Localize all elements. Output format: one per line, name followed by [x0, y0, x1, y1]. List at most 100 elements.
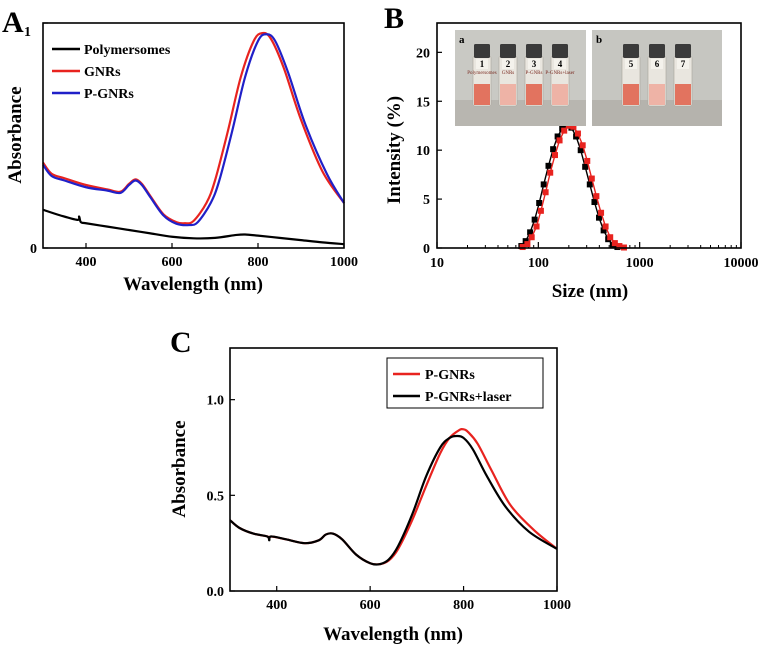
vial-number: 1	[480, 59, 485, 69]
panel-b-marker-sample-1	[586, 181, 593, 188]
panel-c-y-tick-label: 1.0	[207, 394, 225, 409]
panel-b-marker-sample-2	[524, 241, 531, 248]
panel-a-x-title: Wavelength (nm)	[123, 274, 263, 295]
vial-tag	[502, 59, 514, 69]
panel-a-x-tick-label: 400	[76, 255, 97, 270]
panel-b-y-tick-label: 10	[416, 144, 430, 159]
panel-c-x-tick-label: 600	[360, 598, 381, 613]
panel-a-series-p-gnrs	[42, 33, 345, 227]
panel-b-y-tick-label: 20	[416, 46, 430, 61]
panel-b-marker-sample-2	[607, 234, 614, 241]
panel-c-x-title: Wavelength (nm)	[323, 624, 463, 645]
panel-b-marker-sample-2	[574, 130, 581, 137]
panel-b-x-tick-label: 10	[430, 256, 444, 271]
panel-b-marker-sample-2	[598, 209, 605, 216]
panel-b-label: B	[384, 2, 404, 35]
vial-cap	[474, 44, 490, 58]
panel-b-marker-sample-1	[531, 216, 538, 223]
panel-a-x-tick-label: 1000	[330, 255, 358, 270]
panel-b-marker-sample-2	[551, 152, 558, 159]
panel-c-label: C	[170, 326, 192, 359]
panel-b-marker-sample-2	[533, 223, 540, 230]
panel-b-marker-sample-1	[550, 146, 557, 153]
panel-b-y-tick-label: 0	[423, 242, 430, 257]
vial-tag	[677, 59, 689, 69]
panel-b-marker-sample-1	[536, 200, 543, 206]
panel-b-marker-sample-2	[588, 175, 595, 182]
panel-b-y-tick-label: 15	[416, 95, 430, 110]
panel-a-x-tick-label: 600	[162, 255, 183, 270]
panel-b-marker-sample-2	[570, 123, 577, 130]
panel-c-series-p-gnrs	[229, 428, 558, 566]
legend-label-p-gnrs-laser: P-GNRs+laser	[425, 390, 512, 405]
panel-c: C 400 600 800 1000 0.0 0.5 1.0 Wavelength (nm)…	[169, 326, 571, 645]
vial-cap	[500, 44, 516, 58]
panel-a-label: A	[2, 6, 24, 39]
vial-cap	[552, 44, 568, 58]
panel-b-marker-sample-2	[602, 223, 609, 230]
panel-b-marker-sample-2	[593, 193, 600, 200]
panel-a-y-max-label: 1	[24, 25, 31, 40]
panel-a-series-gnrs	[42, 31, 345, 225]
vial-tag	[554, 59, 566, 69]
panel-b-x-tick-label: 100	[528, 256, 549, 271]
vial-number: 7	[681, 59, 686, 69]
panel-b-marker-sample-1	[600, 227, 607, 234]
vial-cap	[675, 44, 691, 58]
panel-b-marker-sample-1	[527, 229, 534, 236]
legend-label-p-gnrs: P-GNRs	[425, 368, 475, 383]
panel-a-x-tick-label: 800	[248, 255, 269, 270]
panel-b-y-title: Intensity (%)	[384, 96, 405, 204]
panel-c-legend: P-GNRs P-GNRs+laser	[386, 357, 544, 409]
vial-number: 4	[558, 59, 563, 69]
vial-solution	[552, 84, 568, 105]
vial-label: Polymersomes	[467, 71, 496, 76]
legend-label-gnrs: GNRs	[84, 65, 121, 80]
vial-label: P-GNRs	[526, 71, 543, 76]
legend-box	[386, 357, 544, 409]
panel-b-marker-sample-1	[596, 214, 603, 221]
panel-b: B 10 100 1000 10000 0 5 10 15 20 a 1 Polymersomes…	[384, 2, 759, 302]
vial-cap	[623, 44, 639, 58]
vial-solution	[474, 84, 490, 105]
panel-b-frame	[436, 22, 742, 249]
panel-a-legend: Polymersomes GNRs P-GNRs	[52, 43, 171, 102]
panel-b-x-title: Size (nm)	[552, 281, 629, 302]
vial-solution	[526, 84, 542, 105]
panel-a: A 1 400 600 800 1000 0 Wavelength (nm) Absor…	[2, 6, 358, 295]
panel-c-x-tick-label: 800	[453, 598, 474, 613]
panel-a-frame	[42, 22, 345, 249]
panel-a-series-polymersomes	[42, 208, 345, 246]
legend-label-p-gnrs: P-GNRs	[84, 87, 134, 102]
vial-number: 3	[532, 59, 537, 69]
vial-label: GNRs	[502, 71, 515, 76]
panel-c-y-tick-label: 0.5	[207, 489, 225, 504]
vial-tag	[651, 59, 663, 69]
inset-photo-b: b 5 6 7	[592, 30, 722, 126]
panel-b-marker-sample-2	[528, 234, 535, 241]
panel-b-marker-sample-2	[542, 189, 549, 196]
panel-b-marker-sample-1	[540, 181, 547, 188]
panel-b-marker-sample-2	[579, 142, 586, 149]
vial-cap	[649, 44, 665, 58]
panel-b-x-tick-label: 1000	[626, 256, 654, 271]
vial-tag	[625, 59, 637, 69]
panel-b-marker-sample-2	[584, 157, 591, 164]
panel-a-y-title: Absorbance	[5, 86, 26, 183]
panel-b-marker-sample-2	[556, 137, 563, 144]
panel-c-frame	[229, 347, 558, 592]
legend-label-polymersomes: Polymersomes	[84, 43, 171, 58]
panel-b-y-tick-label: 5	[423, 193, 430, 208]
vial-label: P-GNRs+laser	[545, 71, 575, 76]
vial-cap	[526, 44, 542, 58]
panel-b-marker-sample-1	[582, 163, 589, 170]
inset-a-tag: a	[459, 34, 465, 46]
vial-number: 6	[655, 59, 660, 69]
vial-solution	[500, 84, 516, 105]
panel-b-marker-sample-1	[591, 199, 598, 206]
vial-solution	[623, 84, 639, 105]
panel-a-y-tick-label: 0	[30, 242, 37, 257]
vial-number: 2	[506, 59, 511, 69]
vial-number: 5	[629, 59, 634, 69]
panel-b-marker-sample-2	[537, 207, 544, 214]
